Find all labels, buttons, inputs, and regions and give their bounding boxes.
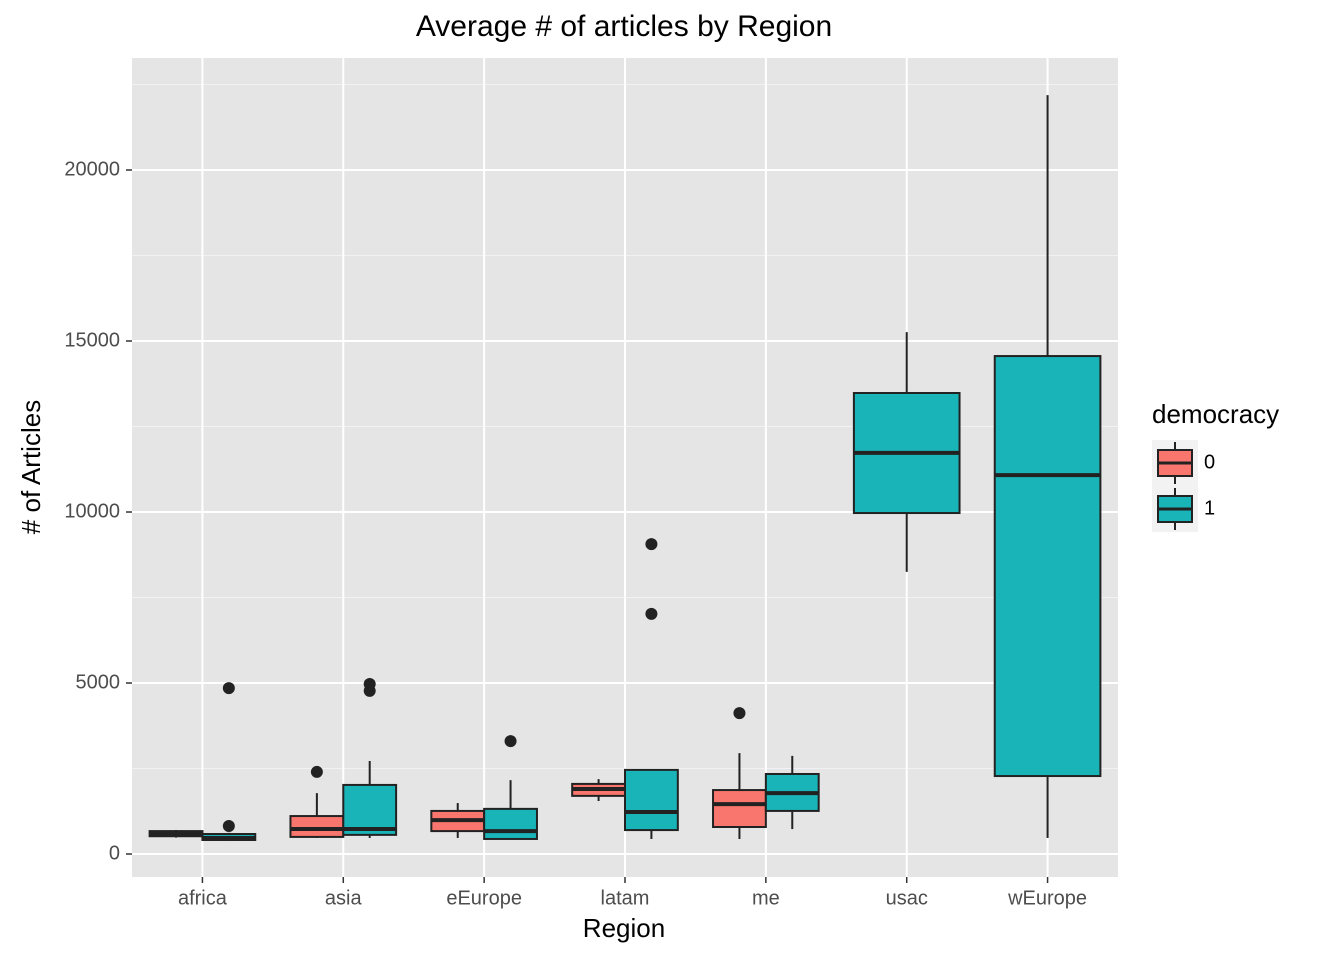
x-tick-label: me <box>752 887 780 909</box>
outlier <box>504 735 517 748</box>
y-axis-label: # of Articles <box>16 400 46 534</box>
x-tick-label: eEurope <box>446 887 522 909</box>
x-tick-label: wEurope <box>1007 887 1087 909</box>
grid <box>132 58 1118 877</box>
chart-title: Average # of articles by Region <box>416 10 832 43</box>
y-tick-label: 20000 <box>64 158 120 180</box>
box <box>624 768 679 832</box>
y-tick-label: 10000 <box>64 500 120 522</box>
legend-label: 1 <box>1204 497 1215 519</box>
x-tick-label: asia <box>325 887 363 909</box>
x-axis-label: Region <box>583 913 665 943</box>
y-tick-label: 15000 <box>64 329 120 351</box>
box <box>483 807 538 840</box>
marks <box>148 95 1102 842</box>
x-tick-label: usac <box>886 887 928 909</box>
y-tick-label: 0 <box>109 842 120 864</box>
outlier <box>310 765 323 778</box>
box <box>289 815 345 838</box>
y-tick-label: 5000 <box>76 671 121 693</box>
outlier <box>645 538 658 551</box>
outlier <box>733 707 746 720</box>
box <box>342 783 398 836</box>
x-tick-label: latam <box>601 887 650 909</box>
outlier <box>363 678 376 691</box>
legend-label: 0 <box>1204 451 1215 473</box>
box <box>712 789 767 828</box>
outlier <box>645 607 658 620</box>
x-tick-label: africa <box>178 887 228 909</box>
outlier <box>222 682 235 695</box>
outlier <box>222 819 235 832</box>
box <box>993 355 1102 778</box>
legend-title: democracy <box>1152 399 1279 429</box>
